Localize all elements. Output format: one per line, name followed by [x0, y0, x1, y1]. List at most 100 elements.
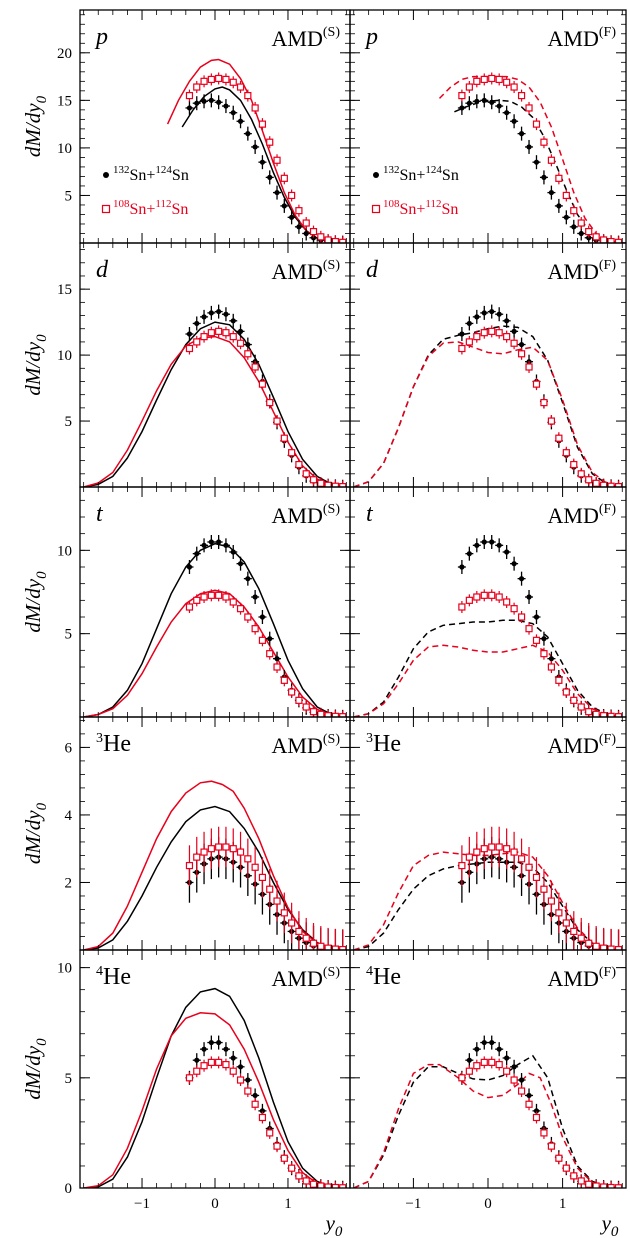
y-tick-label: 5	[65, 1071, 73, 1087]
exp-point-sn132	[245, 576, 251, 582]
exp-point-sn108	[185, 1074, 194, 1082]
exp-point-sn108	[251, 363, 259, 371]
model-label: AMD(F)	[548, 25, 617, 51]
exp-point-sn132	[541, 174, 547, 180]
exp-point-sn132	[303, 230, 309, 237]
particle-label: 3He	[96, 731, 131, 757]
exp-point-sn108	[585, 708, 593, 716]
exp-point-sn132	[556, 203, 562, 209]
exp-point-sn108	[525, 1100, 533, 1108]
exp-point-sn132	[504, 549, 510, 555]
model-label: AMD(S)	[272, 732, 341, 758]
exp-point-sn132	[474, 542, 480, 548]
exp-point-sn108	[480, 1058, 488, 1066]
y-tick-label: 10	[57, 543, 72, 559]
exp-point-sn108	[547, 156, 556, 164]
exp-point-sn108	[480, 591, 488, 599]
s_red-curve	[83, 1012, 347, 1188]
s_black-curve	[83, 321, 347, 487]
exp-point-sn108	[562, 919, 570, 927]
x-tick-label: −1	[134, 1196, 150, 1212]
exp-point-sn108	[331, 945, 340, 950]
exp-point-sn108	[200, 77, 208, 85]
exp-point-sn132	[230, 549, 236, 555]
exp-point-sn132	[474, 314, 480, 320]
y-axis-title: dM/dy0	[21, 95, 50, 157]
exp-point-sn132	[223, 103, 229, 109]
exp-point-sn108	[607, 237, 615, 243]
legend-entry: 108Sn+112Sn	[113, 198, 188, 218]
exp-point-sn108	[488, 591, 496, 599]
exp-point-sn108	[570, 207, 578, 215]
exp-point-sn132	[518, 1077, 525, 1083]
exp-point-sn132	[216, 99, 222, 105]
exp-point-sn108	[600, 944, 608, 950]
exp-point-sn108	[540, 1129, 548, 1137]
exp-point-sn108	[295, 696, 303, 704]
exp-point-sn108	[244, 350, 252, 358]
panel-r1-c1: d AMD(F)	[353, 243, 623, 487]
exp-point-sn132	[496, 542, 502, 548]
exp-point-sn132	[274, 189, 280, 196]
x-tick-label: 0	[211, 1196, 219, 1212]
legend-entry: 132Sn+124Sn	[113, 164, 189, 184]
exp-point-sn108	[324, 944, 332, 950]
exp-point-sn108	[331, 482, 340, 487]
exp-point-sn108	[503, 845, 511, 853]
exp-point-sn108	[540, 398, 548, 407]
exp-point-sn108	[510, 605, 518, 613]
exp-point-sn108	[592, 479, 600, 487]
exp-point-sn108	[473, 77, 481, 85]
exp-point-sn108	[570, 696, 578, 704]
particle-label: d	[96, 257, 109, 283]
exp-point-sn108	[302, 703, 310, 711]
exp-point-sn108	[585, 227, 593, 236]
exp-point-sn108	[309, 476, 318, 484]
exp-point-sn108	[495, 75, 503, 84]
exp-point-sn108	[592, 1182, 600, 1188]
exp-point-sn108	[555, 434, 563, 442]
exp-point-sn132	[496, 311, 502, 317]
exp-point-sn108	[273, 1142, 281, 1150]
exp-point-sn108	[280, 434, 288, 442]
exp-point-sn132	[223, 311, 229, 317]
particle-label: p	[364, 24, 378, 50]
exp-point-sn108	[495, 593, 503, 601]
exp-point-sn108	[525, 363, 533, 371]
exp-point-sn108	[258, 380, 267, 388]
y-tick-label: 10	[57, 348, 72, 364]
particle-label: 4He	[96, 964, 131, 990]
exp-point-sn108	[302, 219, 310, 227]
exp-point-sn132	[274, 656, 280, 662]
exp-point-sn108	[525, 625, 533, 633]
exp-point-sn108	[473, 333, 481, 341]
y-tick-label: 10	[57, 961, 72, 977]
f_red-curve	[353, 1063, 623, 1188]
exp-point-sn132	[230, 1055, 236, 1061]
panel-r4-c1: 4He AMD(F)	[353, 950, 623, 1188]
exp-point-sn108	[600, 236, 608, 243]
exp-point-sn108	[517, 350, 526, 358]
exp-point-sn108	[193, 596, 201, 604]
x-tick-label: 1	[559, 1196, 567, 1212]
exp-point-sn108	[570, 927, 578, 936]
y-tick-label: 5	[65, 414, 73, 430]
exp-point-sn108	[555, 676, 563, 684]
exp-point-sn108	[185, 603, 194, 611]
exp-point-sn108	[465, 853, 473, 861]
exp-point-sn132	[518, 131, 525, 137]
exp-point-sn108	[600, 712, 608, 717]
exp-point-sn108	[517, 91, 526, 100]
exp-point-sn108	[480, 845, 488, 853]
exp-point-sn108	[473, 1062, 481, 1070]
exp-point-sn132	[245, 131, 251, 137]
exp-point-sn108	[614, 238, 623, 243]
model-label: AMD(F)	[548, 502, 617, 528]
exp-point-sn108	[317, 479, 325, 487]
exp-point-sn132	[245, 341, 251, 348]
exp-point-sn108	[229, 598, 237, 606]
exp-point-sn108	[465, 338, 473, 346]
legend-marker-sn132	[103, 172, 109, 178]
exp-point-sn132	[186, 564, 193, 570]
exp-point-sn108	[495, 843, 503, 851]
